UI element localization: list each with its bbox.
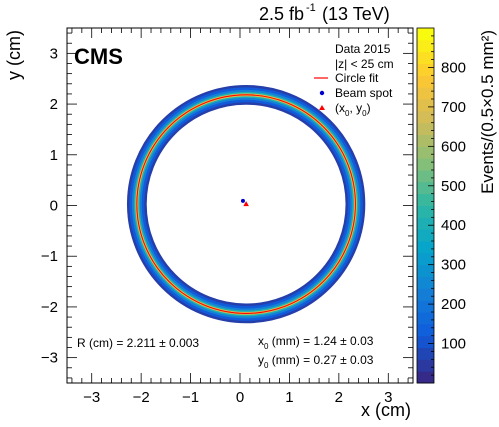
colorbar (417, 28, 434, 384)
colorbar-tick-label: 800 (441, 59, 466, 76)
legend-beam-spot-marker (319, 90, 325, 96)
colorbar-segment (417, 87, 434, 100)
radius-annotation: R (cm) = 2.211 ± 0.003 (77, 336, 199, 350)
colorbar-segment (417, 252, 434, 266)
colorbar-segment (417, 158, 434, 171)
legend-fit-center-marker (319, 105, 325, 110)
x-tick-label: −1 (182, 389, 199, 406)
colorbar-tick-label: 500 (441, 178, 466, 195)
colorbar-segment (417, 300, 434, 313)
colorbar-segment (417, 347, 434, 360)
colorbar-label: Events/(0.5×0.5 mm²) (478, 30, 497, 194)
x-tick-label: 0 (236, 389, 244, 406)
experiment-label: CMS (74, 44, 123, 69)
legend-circle-fit-label: Circle fit (335, 71, 379, 85)
legend-fit-center-label: (x0, y0) (335, 101, 371, 118)
colorbar-segment (417, 371, 434, 384)
colorbar-ticks: 100 200 300 400 500 600 700 800 (428, 35, 466, 376)
y0-annotation: y0 (mm) = 0.27 ± 0.03 (258, 353, 374, 370)
legend-beam-spot-label: Beam spot (335, 86, 393, 100)
colorbar-segment (417, 51, 434, 64)
beam-spot-marker (240, 198, 245, 203)
colorbar-tick-label: 200 (441, 296, 466, 313)
colorbar-segment (417, 312, 434, 325)
colorbar-tick-label: 600 (441, 138, 466, 155)
circle-fit-line (136, 94, 356, 314)
colorbar-segment (417, 335, 434, 348)
x0-annotation: x0 (mm) = 1.24 ± 0.03 (258, 334, 374, 351)
colorbar-segment (417, 181, 434, 195)
axis-ticks (67, 28, 413, 383)
colorbar-frame (416, 27, 435, 384)
colorbar-segment (417, 170, 434, 183)
legend: Data 2015 |z| < 25 cm Circle fit Beam sp… (314, 42, 394, 118)
colorbar-segment (417, 193, 434, 206)
colorbar-segment (417, 99, 434, 112)
x-tick-label: 3 (384, 389, 392, 406)
colorbar-segment (417, 359, 434, 372)
colorbar-segment (417, 276, 434, 289)
y-tick-label: 0 (50, 198, 58, 215)
y-tick-label: 1 (50, 147, 58, 164)
colorbar-segment (417, 217, 434, 230)
colorbar-segment (417, 39, 434, 53)
y-tick-label: 2 (50, 96, 58, 113)
colorbar-segment (417, 241, 434, 254)
colorbar-segment (417, 205, 434, 218)
y-tick-label: 3 (50, 45, 58, 62)
colorbar-segment (417, 146, 434, 159)
colorbar-tick-label: 100 (441, 336, 466, 353)
colorbar-segment (417, 110, 434, 124)
colorbar-segment (417, 229, 434, 242)
y-tick-label: −2 (41, 299, 58, 316)
y-tick-label: −1 (41, 248, 58, 265)
colorbar-segment (417, 63, 434, 76)
colorbar-segment (417, 28, 434, 41)
colorbar-segment (417, 122, 434, 135)
x-tick-labels: −3 −2 −1 0 1 2 3 (83, 389, 392, 406)
colorbar-segment (417, 264, 434, 277)
y-tick-labels: −3 −2 −1 0 1 2 3 (41, 45, 58, 366)
x-tick-label: −3 (83, 389, 100, 406)
y-axis-label: y (cm) (4, 30, 24, 80)
legend-header-1: Data 2015 (335, 42, 391, 56)
y-tick-label: −3 (41, 350, 58, 367)
legend-header-2: |z| < 25 cm (335, 57, 394, 71)
x-tick-label: −2 (133, 389, 150, 406)
plot-area (126, 84, 366, 324)
colorbar-segment (417, 288, 434, 301)
colorbar-segment (417, 134, 434, 147)
colorbar-tick-label: 300 (441, 257, 466, 274)
lumi-exponent: -1 (306, 2, 316, 14)
x-tick-label: 1 (285, 389, 293, 406)
x-axis-label: x (cm) (361, 400, 411, 420)
colorbar-tick-label: 400 (441, 217, 466, 234)
colorbar-segment (417, 75, 434, 88)
colorbar-segment (417, 323, 434, 337)
lumi-energy: (13 TeV) (322, 4, 390, 24)
lumi-label: 2.5 fb (259, 4, 304, 24)
x-tick-label: 2 (335, 389, 343, 406)
colorbar-tick-label: 700 (441, 99, 466, 116)
fit-center-marker (243, 201, 249, 207)
